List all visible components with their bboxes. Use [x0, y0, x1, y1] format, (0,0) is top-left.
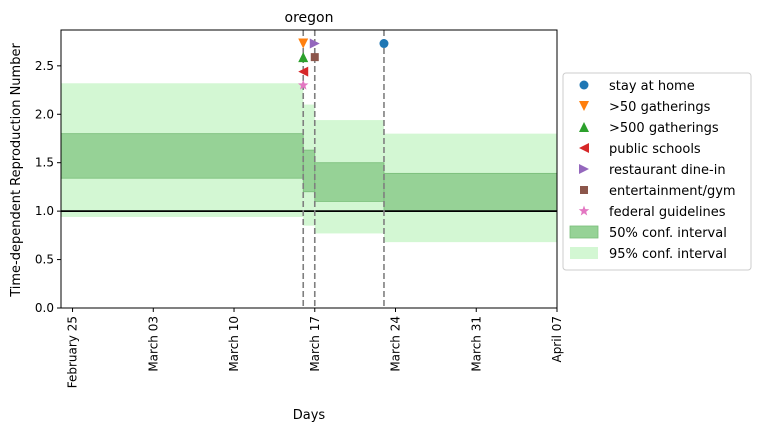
ci50-band-3 [383, 172, 558, 212]
x-tick-label-0: February 25 [66, 316, 80, 388]
y-tick-label-3: 1.5 [35, 156, 54, 170]
x-axis-label: Days [293, 408, 326, 423]
chart-title: oregon [285, 10, 334, 26]
y-tick-label-4: 2.0 [35, 107, 54, 121]
intervention-marker-1 [298, 38, 309, 49]
legend-swatch-7 [569, 225, 599, 239]
intervention-marker-5 [310, 53, 319, 62]
legend-frame [562, 72, 752, 271]
legend-label-8: 95% conf. interval [609, 247, 727, 262]
intervention-marker-4 [309, 38, 320, 49]
y-tick-label-1: 0.5 [35, 253, 54, 267]
y-tick-label-0: 0.0 [35, 301, 54, 315]
legend-marker-4 [579, 164, 589, 174]
plot-area: 0.0 0.5 1.0 1.5 2.0 2.5 February 25 March 03 Mar… [35, 29, 564, 388]
intervention-marker-6 [298, 79, 309, 90]
legend: stay at home >50 gatherings >500 gathering… [562, 72, 752, 271]
x-tick-label-5: March 31 [469, 316, 483, 372]
legend-label-6: federal guidelines [609, 205, 726, 220]
y-axis-label: Time-dependent Reproduction Number [9, 43, 24, 298]
legend-marker-3 [579, 143, 589, 153]
legend-label-0: stay at home [609, 79, 695, 94]
legend-label-7: 50% conf. interval [609, 226, 727, 241]
x-tick-label-3: March 17 [308, 316, 322, 372]
x-tick-label-2: March 10 [227, 316, 241, 372]
y-tick-label-5: 2.5 [35, 59, 54, 73]
x-tick-label-1: March 03 [146, 316, 160, 372]
legend-label-5: entertainment/gym [609, 184, 736, 199]
legend-label-1: >50 gatherings [609, 100, 711, 115]
legend-swatch-8 [570, 247, 598, 259]
intervention-marker-2 [298, 52, 309, 63]
intervention-marker-0 [379, 39, 389, 49]
intervention-marker-3 [298, 66, 309, 77]
y-tick-label-2: 1.0 [35, 204, 54, 218]
legend-marker-1 [579, 101, 589, 111]
ci50-band-1 [302, 149, 316, 193]
ci50-band-0 [60, 133, 304, 179]
legend-marker-6 [578, 205, 590, 216]
legend-label-3: public schools [609, 142, 701, 157]
legend-label-2: >500 gatherings [609, 121, 719, 136]
legend-label-4: restaurant dine-in [609, 163, 726, 178]
legend-marker-2 [579, 122, 589, 132]
axes-frame [60, 29, 558, 309]
x-tick-label-4: March 24 [389, 316, 403, 372]
ci50-band-2 [314, 162, 385, 202]
x-tick-label-6: April 07 [550, 316, 564, 363]
legend-marker-0 [579, 80, 589, 90]
legend-marker-5 [580, 186, 588, 194]
